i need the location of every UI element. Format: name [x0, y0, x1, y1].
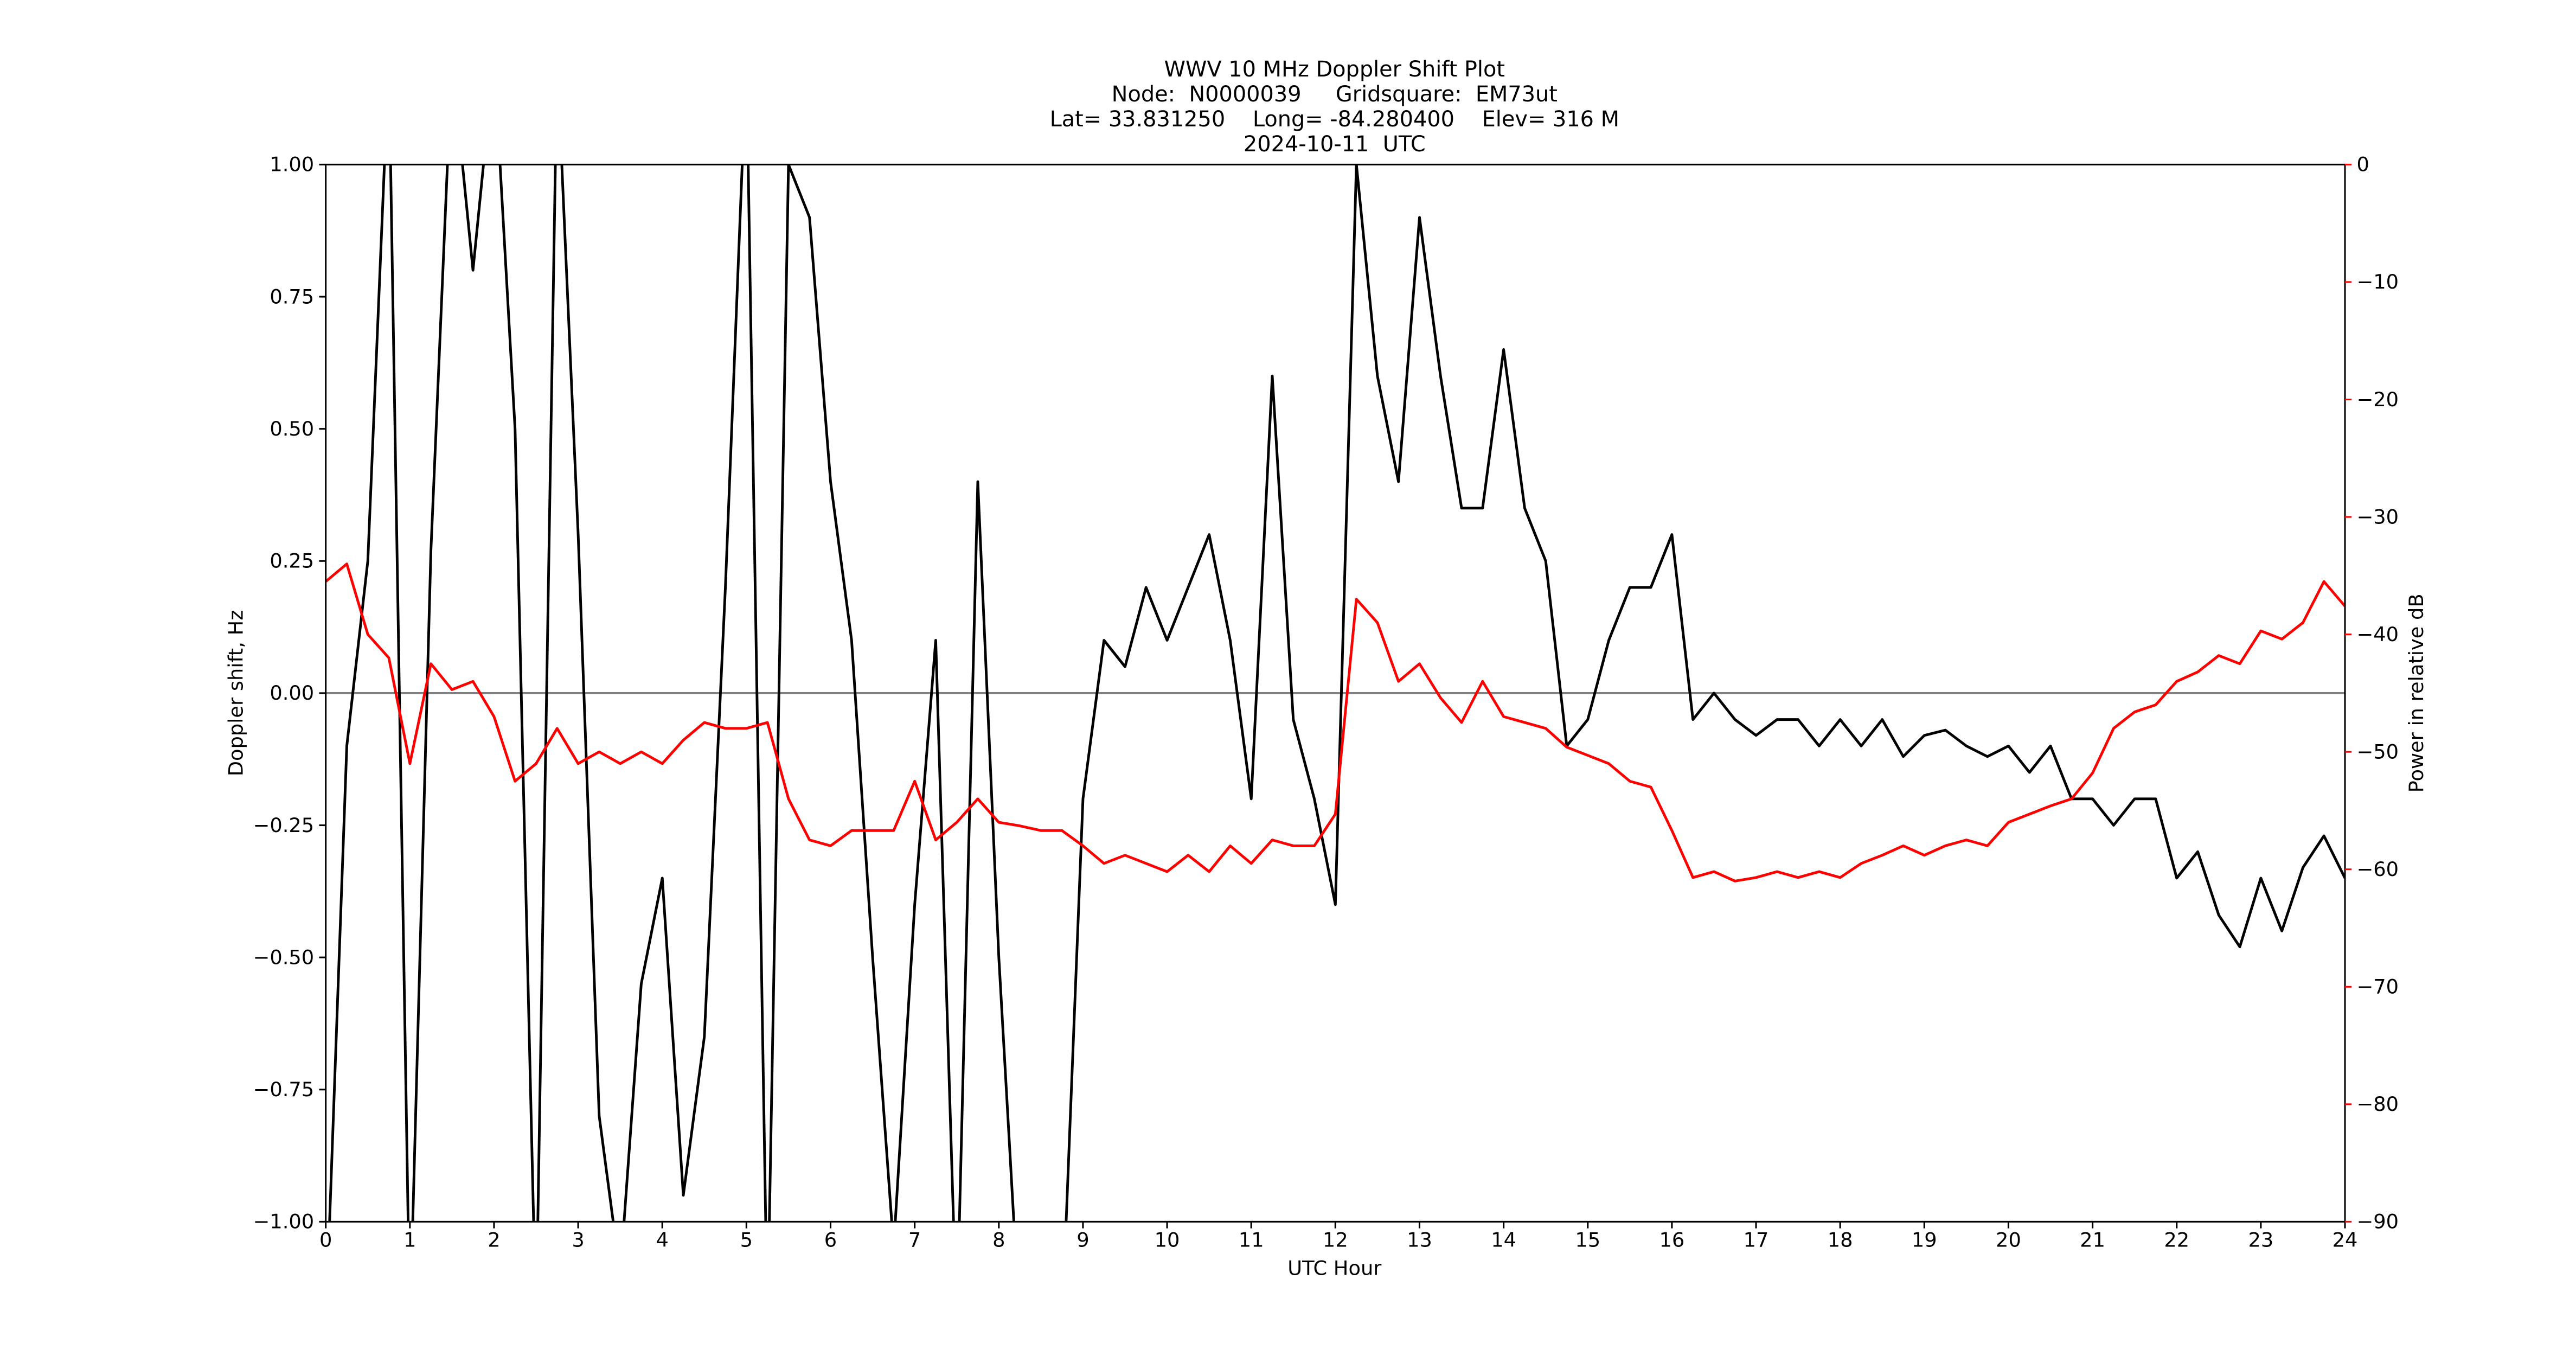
- y-tick-label: 1.00: [270, 153, 314, 176]
- x-tick-label: 18: [1828, 1228, 1853, 1251]
- x-tick-label: 9: [1076, 1228, 1089, 1251]
- y-tick-label: −0.75: [253, 1078, 315, 1101]
- y-tick-label: 0.25: [270, 549, 314, 573]
- y-tick-label: 0.75: [270, 285, 314, 308]
- x-tick-label: 14: [1491, 1228, 1516, 1251]
- x-tick-label: 10: [1155, 1228, 1180, 1251]
- x-tick-label: 7: [908, 1228, 921, 1251]
- x-tick-label: 11: [1239, 1228, 1264, 1251]
- chart-subtitle: 2024-10-11 UTC: [1244, 132, 1426, 157]
- x-tick-label: 8: [992, 1228, 1005, 1251]
- x-tick-label: 16: [1659, 1228, 1684, 1251]
- y2-tick-label: −40: [2356, 623, 2399, 646]
- y-tick-label: −0.25: [253, 814, 315, 837]
- y2-tick-label: −60: [2356, 858, 2399, 881]
- x-tick-label: 17: [1744, 1228, 1769, 1251]
- y2-axis-label: Power in relative dB: [2405, 593, 2428, 792]
- x-tick-label: 0: [319, 1228, 332, 1251]
- x-tick-label: 5: [740, 1228, 753, 1251]
- y2-tick-label: −50: [2356, 740, 2399, 763]
- x-tick-label: 3: [572, 1228, 584, 1251]
- x-tick-label: 19: [1912, 1228, 1937, 1251]
- plot-area: [325, 164, 2346, 1222]
- y2-tick-label: −80: [2356, 1092, 2399, 1116]
- x-tick-label: 2: [488, 1228, 500, 1251]
- y2-tick-label: −10: [2356, 270, 2399, 293]
- y2-tick-label: −30: [2356, 505, 2399, 528]
- x-tick-label: 20: [1996, 1228, 2021, 1251]
- x-tick-label: 21: [2080, 1228, 2105, 1251]
- chart-subtitle: Node: N0000039 Gridsquare: EM73ut: [1112, 82, 1558, 107]
- x-tick-label: 22: [2164, 1228, 2189, 1251]
- y-tick-label: −1.00: [253, 1210, 315, 1233]
- chart-title: WWV 10 MHz Doppler Shift Plot: [1164, 57, 1505, 82]
- y2-tick-label: −70: [2356, 975, 2399, 999]
- data-line: [325, 562, 2346, 882]
- y-tick-label: −0.50: [253, 945, 315, 969]
- x-tick-label: 13: [1407, 1228, 1432, 1251]
- x-tick-label: 15: [1575, 1228, 1600, 1251]
- x-tick-label: 23: [2248, 1228, 2273, 1251]
- y2-tick-label: −20: [2356, 388, 2399, 411]
- data-line: [328, 164, 2346, 1222]
- y2-tick-label: −90: [2356, 1210, 2399, 1233]
- x-tick-label: 1: [403, 1228, 416, 1251]
- y-tick-label: 0.50: [270, 417, 314, 440]
- x-axis-label: UTC Hour: [1287, 1256, 1382, 1280]
- chart-subtitle: Lat= 33.831250 Long= -84.280400 Elev= 31…: [1050, 107, 1619, 132]
- x-tick-label: 12: [1323, 1228, 1348, 1251]
- x-tick-label: 24: [2333, 1228, 2358, 1251]
- x-tick-label: 4: [656, 1228, 669, 1251]
- y2-tick-label: 0: [2356, 153, 2369, 176]
- y-axis-label: Doppler shift, Hz: [224, 610, 247, 776]
- y-tick-label: 0.00: [270, 681, 314, 705]
- x-tick-label: 6: [824, 1228, 837, 1251]
